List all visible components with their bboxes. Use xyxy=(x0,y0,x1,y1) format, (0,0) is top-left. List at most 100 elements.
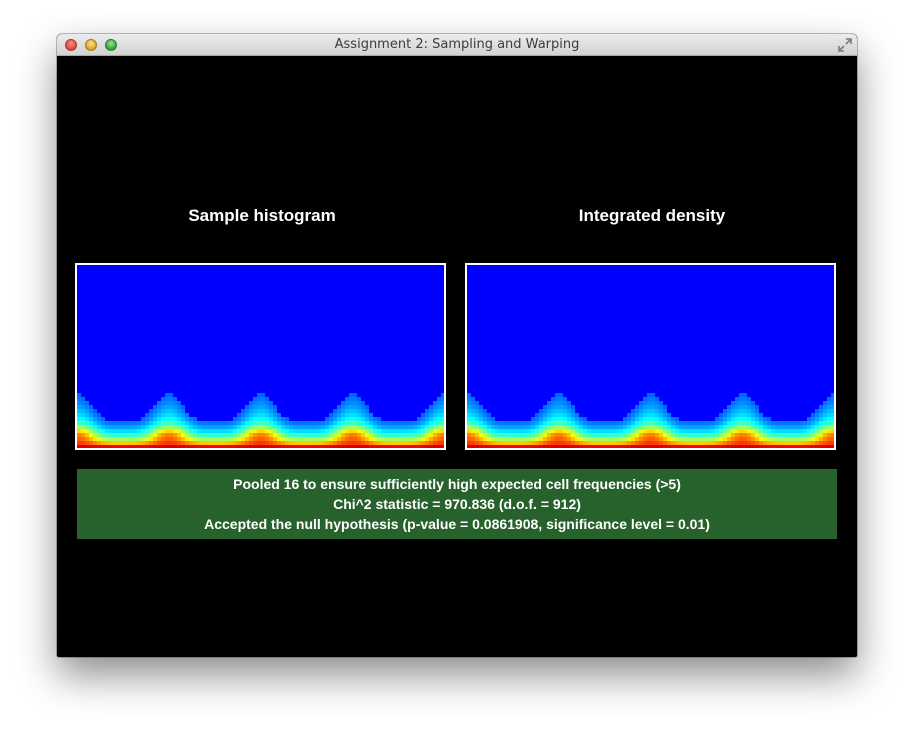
heatmap-cell xyxy=(293,441,297,445)
heatmap-cell xyxy=(711,421,715,425)
heatmap-cell xyxy=(683,433,687,437)
heatmap-cell xyxy=(491,441,495,445)
heatmap-cell xyxy=(727,433,731,437)
heatmap-cell xyxy=(663,437,667,441)
heatmap-cell xyxy=(719,445,723,448)
heatmap-cell xyxy=(763,441,767,445)
heatmap-cell xyxy=(177,417,181,421)
heatmap-cell xyxy=(827,445,831,448)
heatmap-cell xyxy=(731,405,735,409)
heatmap-cell xyxy=(775,425,779,429)
heatmap-cell xyxy=(157,401,161,405)
heatmap-cell xyxy=(425,429,429,433)
heatmap-cell xyxy=(105,433,109,437)
heatmap-cell xyxy=(531,437,535,441)
heatmap-cell xyxy=(329,429,333,433)
heatmap-cell xyxy=(125,433,129,437)
heatmap-cell xyxy=(113,421,117,425)
heatmap-cell xyxy=(763,421,767,425)
heatmap-cell xyxy=(81,409,85,413)
heatmap-cell xyxy=(735,405,739,409)
heatmap-cell xyxy=(441,425,444,429)
heatmap-cell xyxy=(575,413,579,417)
heatmap-cell xyxy=(161,417,165,421)
heatmap-cell xyxy=(133,433,137,437)
heatmap-cell xyxy=(173,441,177,445)
heatmap-cell xyxy=(345,413,349,417)
heatmap-cell xyxy=(695,425,699,429)
heatmap-cell xyxy=(325,429,329,433)
heatmap-cell xyxy=(353,429,357,433)
heatmap-cell xyxy=(389,445,393,448)
heatmap-cell xyxy=(547,429,551,433)
heatmap-cell xyxy=(555,437,559,441)
heatmap-cell xyxy=(567,401,571,405)
heatmap-cell xyxy=(197,445,201,448)
heatmap-cell xyxy=(293,421,297,425)
heatmap-cell xyxy=(421,441,425,445)
heatmap-cell xyxy=(437,417,441,421)
heatmap-cell xyxy=(129,425,133,429)
heatmap-cell xyxy=(85,429,89,433)
heatmap-cell xyxy=(655,417,659,421)
heatmap-cell xyxy=(735,445,739,448)
heatmap-cell xyxy=(655,437,659,441)
heatmap-cell xyxy=(301,437,305,441)
heatmap-cell xyxy=(389,429,393,433)
heatmap-cell xyxy=(437,433,441,437)
minimize-icon[interactable] xyxy=(85,39,97,51)
heatmap-cell xyxy=(791,421,795,425)
fullscreen-icon[interactable] xyxy=(838,38,852,52)
heatmap-cell xyxy=(97,441,101,445)
heatmap-cell xyxy=(571,405,575,409)
heatmap-cell xyxy=(233,421,237,425)
heatmap-cell xyxy=(193,429,197,433)
heatmap-cell xyxy=(393,421,397,425)
heatmap-cell xyxy=(559,441,563,445)
heatmap-cell xyxy=(113,441,117,445)
heatmap-cell xyxy=(389,437,393,441)
heatmap-cell xyxy=(353,401,357,405)
heatmap-cell xyxy=(325,421,329,425)
heatmap-cell xyxy=(759,429,763,433)
heatmap-cell xyxy=(751,437,755,441)
heatmap-cell xyxy=(337,409,341,413)
heatmap-cell xyxy=(169,393,173,397)
heatmap-cell xyxy=(547,417,551,421)
heatmap-cell xyxy=(353,397,357,401)
heatmap-cell xyxy=(153,437,157,441)
title-bar[interactable]: Assignment 2: Sampling and Warping xyxy=(57,34,857,56)
heatmap-cell xyxy=(185,437,189,441)
heatmap-cell xyxy=(603,437,607,441)
heatmap-cell xyxy=(161,433,165,437)
heatmap-cell xyxy=(269,441,273,445)
heatmap-cell xyxy=(799,425,803,429)
heatmap-cell xyxy=(129,437,133,441)
heatmap-cell xyxy=(467,413,471,417)
close-icon[interactable] xyxy=(65,39,77,51)
heatmap-cell xyxy=(93,445,97,448)
heatmap-cell xyxy=(253,397,257,401)
heatmap-cell xyxy=(651,421,655,425)
heatmap-cell xyxy=(779,445,783,448)
heatmap-cell xyxy=(563,421,567,425)
heatmap-cell xyxy=(539,425,543,429)
heatmap-cell xyxy=(547,421,551,425)
heatmap-cell xyxy=(385,429,389,433)
heatmap-cell xyxy=(129,441,133,445)
heatmap-cell xyxy=(181,417,185,421)
heatmap-cell xyxy=(249,433,253,437)
heatmap-cell xyxy=(727,429,731,433)
heatmap-cell xyxy=(437,437,441,441)
heatmap-cell xyxy=(487,429,491,433)
heatmap-cell xyxy=(563,405,567,409)
heatmap-cell xyxy=(483,425,487,429)
heatmap-cell xyxy=(409,441,413,445)
heatmap-cell xyxy=(787,429,791,433)
heatmap-cell xyxy=(635,429,639,433)
heatmap-cell xyxy=(543,425,547,429)
zoom-icon[interactable] xyxy=(105,39,117,51)
status-panel: Pooled 16 to ensure sufficiently high ex… xyxy=(77,469,837,539)
heatmap-cell xyxy=(471,417,475,421)
heatmap-cell xyxy=(237,413,241,417)
